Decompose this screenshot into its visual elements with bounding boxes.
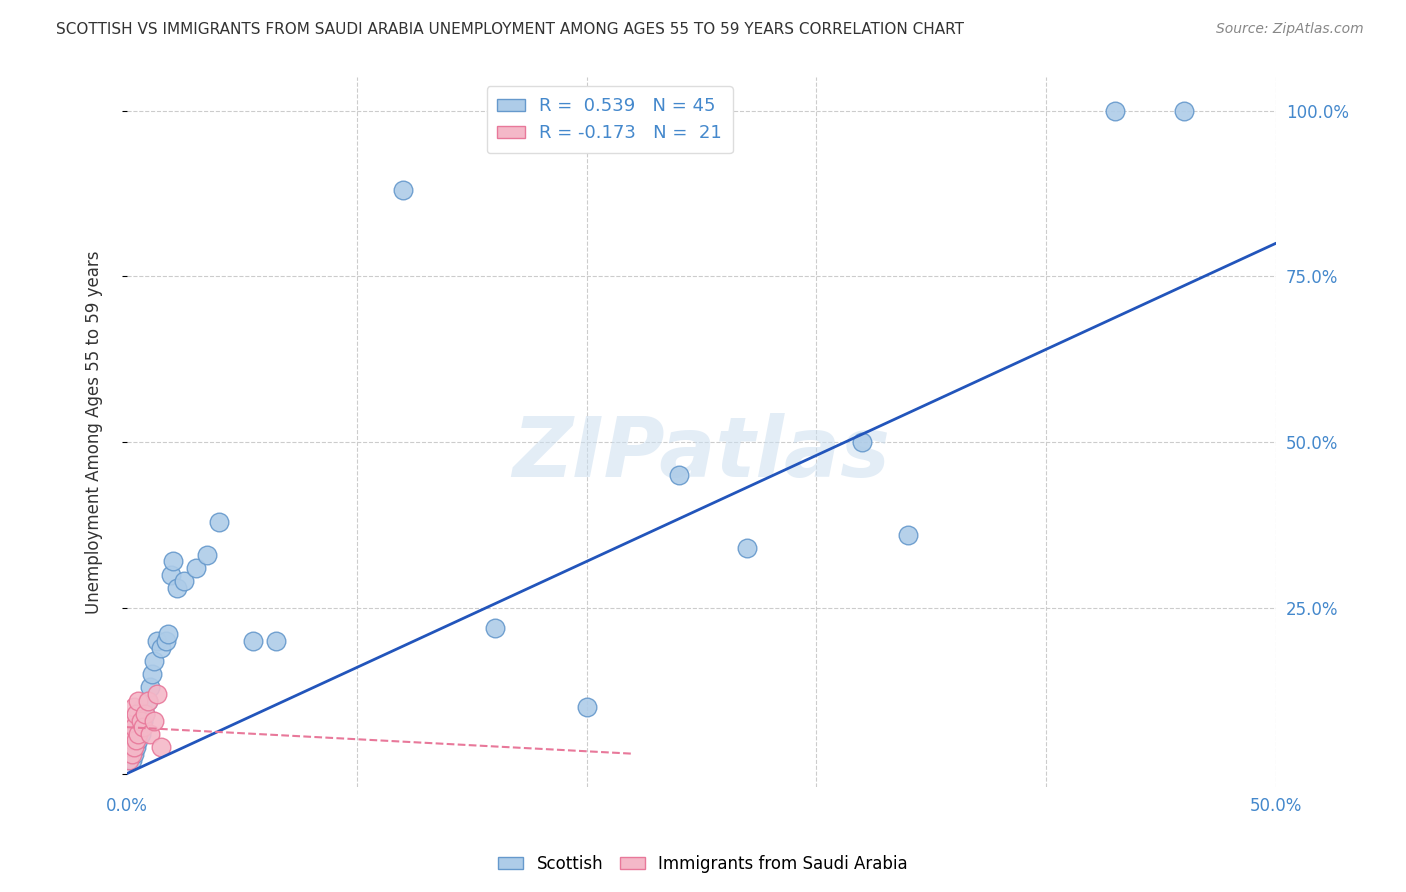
Point <box>118 747 141 761</box>
Point <box>121 753 143 767</box>
Point <box>136 693 159 707</box>
Point <box>134 706 156 721</box>
Point <box>127 693 149 707</box>
Point <box>118 753 141 767</box>
Text: ZIPatlas: ZIPatlas <box>513 413 890 494</box>
Text: SCOTTISH VS IMMIGRANTS FROM SAUDI ARABIA UNEMPLOYMENT AMONG AGES 55 TO 59 YEARS : SCOTTISH VS IMMIGRANTS FROM SAUDI ARABIA… <box>56 22 965 37</box>
Point <box>122 700 145 714</box>
Point <box>127 720 149 734</box>
Point <box>127 733 149 747</box>
Point <box>668 468 690 483</box>
Point <box>132 720 155 734</box>
Point <box>208 515 231 529</box>
Point <box>129 714 152 728</box>
Point <box>157 627 180 641</box>
Point <box>146 634 169 648</box>
Point <box>150 740 173 755</box>
Point <box>136 693 159 707</box>
Point <box>166 581 188 595</box>
Point <box>737 541 759 556</box>
Point <box>143 714 166 728</box>
Point <box>146 687 169 701</box>
Point <box>242 634 264 648</box>
Point <box>129 714 152 728</box>
Point <box>134 706 156 721</box>
Point <box>155 634 177 648</box>
Point <box>121 740 143 755</box>
Point <box>125 740 148 755</box>
Point <box>125 727 148 741</box>
Point <box>139 727 162 741</box>
Point <box>132 700 155 714</box>
Point <box>127 727 149 741</box>
Point <box>132 714 155 728</box>
Point <box>129 727 152 741</box>
Y-axis label: Unemployment Among Ages 55 to 59 years: Unemployment Among Ages 55 to 59 years <box>86 251 103 614</box>
Point <box>121 714 143 728</box>
Point <box>195 548 218 562</box>
Point <box>122 720 145 734</box>
Point <box>125 706 148 721</box>
Point <box>122 733 145 747</box>
Point <box>1173 103 1195 118</box>
Point <box>184 561 207 575</box>
Point <box>127 706 149 721</box>
Point <box>118 740 141 755</box>
Text: Source: ZipAtlas.com: Source: ZipAtlas.com <box>1216 22 1364 37</box>
Point <box>897 528 920 542</box>
Point <box>266 634 288 648</box>
Point <box>118 727 141 741</box>
Legend: R =  0.539   N = 45, R = -0.173   N =  21: R = 0.539 N = 45, R = -0.173 N = 21 <box>486 87 733 153</box>
Point <box>150 640 173 655</box>
Point <box>159 567 181 582</box>
Point <box>122 720 145 734</box>
Point <box>851 435 873 450</box>
Point <box>575 700 598 714</box>
Point <box>125 733 148 747</box>
Point <box>143 654 166 668</box>
Point <box>1104 103 1126 118</box>
Point <box>118 753 141 767</box>
Point <box>121 733 143 747</box>
Point <box>484 621 506 635</box>
Point <box>121 747 143 761</box>
Point <box>118 740 141 755</box>
Point <box>122 747 145 761</box>
Point <box>121 733 143 747</box>
Point <box>139 681 162 695</box>
Point <box>173 574 195 589</box>
Point <box>122 740 145 755</box>
Legend: Scottish, Immigrants from Saudi Arabia: Scottish, Immigrants from Saudi Arabia <box>492 848 914 880</box>
Point <box>141 667 163 681</box>
Point <box>162 554 184 568</box>
Point <box>391 183 413 197</box>
